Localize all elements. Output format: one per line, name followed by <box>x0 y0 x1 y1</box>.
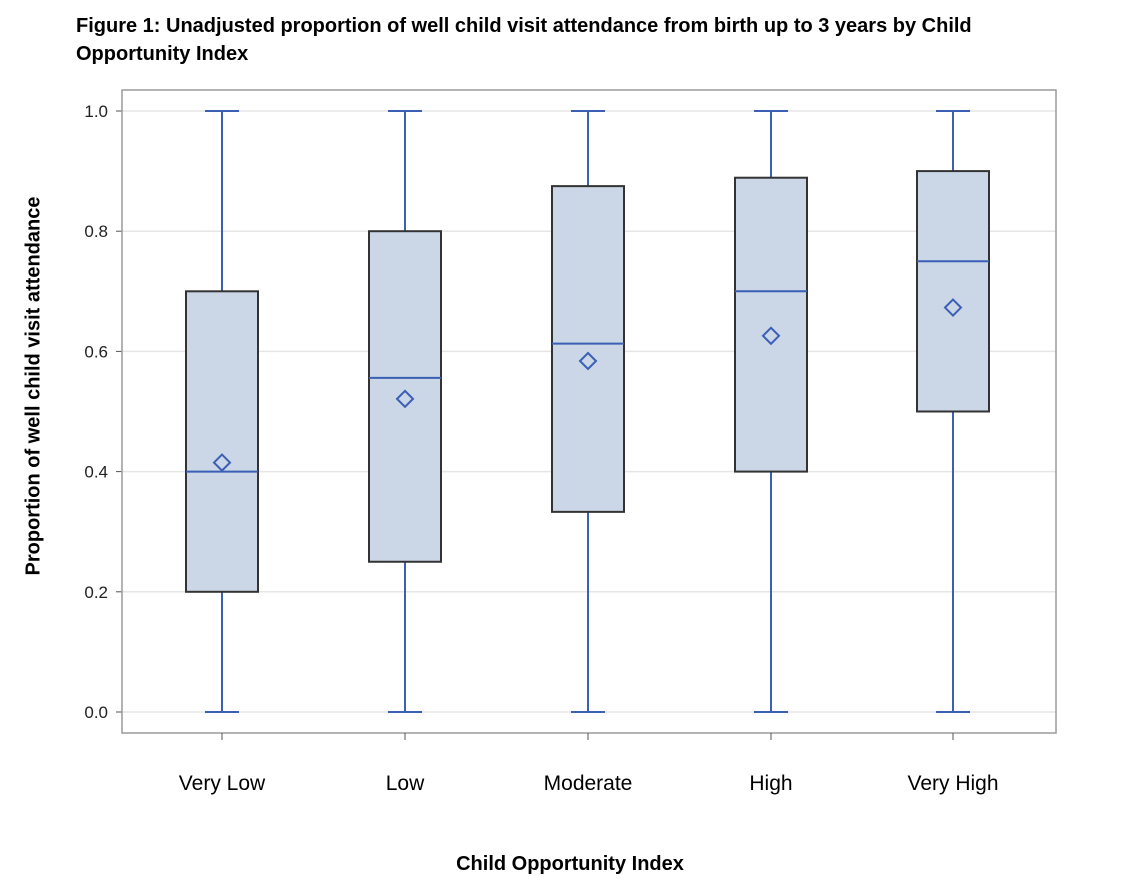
y-tick-label: 0.4 <box>84 463 108 482</box>
y-tick-label: 0.6 <box>84 342 108 361</box>
y-tick-label: 0.8 <box>84 222 108 241</box>
chart-title-line2: Opportunity Index <box>76 43 249 65</box>
y-tick-label: 0.2 <box>84 583 108 602</box>
mean-marker <box>943 298 963 317</box>
box-iqr <box>551 185 625 513</box>
mean-marker <box>761 326 781 346</box>
x-tick-label: Very High <box>907 772 998 795</box>
y-tick-label: 1.0 <box>84 102 108 121</box>
box-iqr <box>734 176 808 473</box>
x-tick-label: Very Low <box>179 772 266 795</box>
mean-marker <box>395 389 415 409</box>
y-tick-label: 0.0 <box>84 703 108 722</box>
box-iqr <box>916 170 990 413</box>
chart-title: Figure 1: Unadjusted proportion of well … <box>76 12 1126 68</box>
x-tick-label: High <box>749 772 792 795</box>
box-iqr <box>185 290 259 593</box>
x-axis-label: Child Opportunity Index <box>456 853 684 875</box>
box-iqr <box>368 230 442 563</box>
mean-marker <box>578 351 598 371</box>
y-axis-label: Proportion of well child visit attendanc… <box>22 196 45 576</box>
mean-marker <box>212 453 232 472</box>
plot-frame <box>121 89 1057 734</box>
chart-title-line1: Figure 1: Unadjusted proportion of well … <box>76 15 972 37</box>
x-tick-label: Moderate <box>544 772 633 795</box>
x-tick-label: Low <box>386 772 425 795</box>
